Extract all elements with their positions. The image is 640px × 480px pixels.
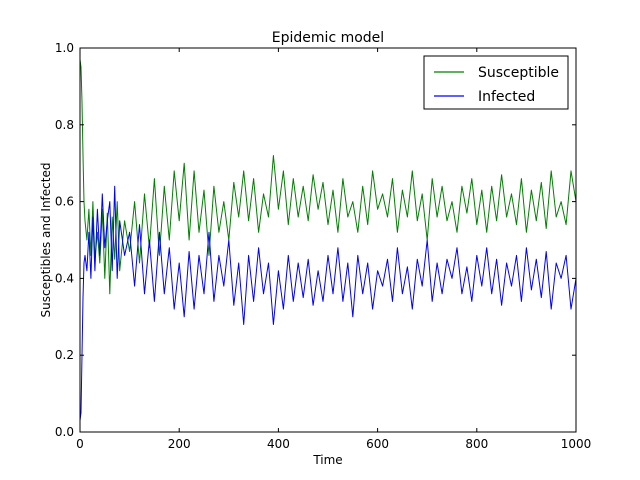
x-tick-label: 600 [366,437,389,451]
legend: Susceptible Infected [423,55,569,110]
x-axis-title: Time [312,453,342,467]
series-line-infected [79,185,577,421]
ticks-layer: 0 200 400 600 800 1000 0.0 0.2 0.4 0.6 0.8 1.0 [55,41,591,451]
x-tick-label: 400 [267,437,290,451]
series-layer [79,59,577,421]
y-axis-title: Susceptibles and Infected [39,163,53,318]
x-tick-label: 1000 [561,437,592,451]
legend-label-infected: Infected [478,89,535,105]
series-line-susceptible [79,59,577,295]
x-tick-label: 200 [168,437,191,451]
y-tick-label: 0.4 [55,271,74,285]
y-tick-label: 1.0 [55,41,74,55]
y-tick-label: 0.6 [55,195,74,209]
legend-label-susceptible: Susceptible [478,65,559,81]
y-tick-label: 0.2 [55,348,74,362]
plot-frame [79,47,577,433]
chart-title: Epidemic model [272,30,384,46]
x-tick-label: 0 [76,437,84,451]
x-tick-label: 800 [465,437,488,451]
y-tick-label: 0.8 [55,118,74,132]
legend-box [423,55,569,110]
y-tick-label: 0.0 [55,425,74,439]
